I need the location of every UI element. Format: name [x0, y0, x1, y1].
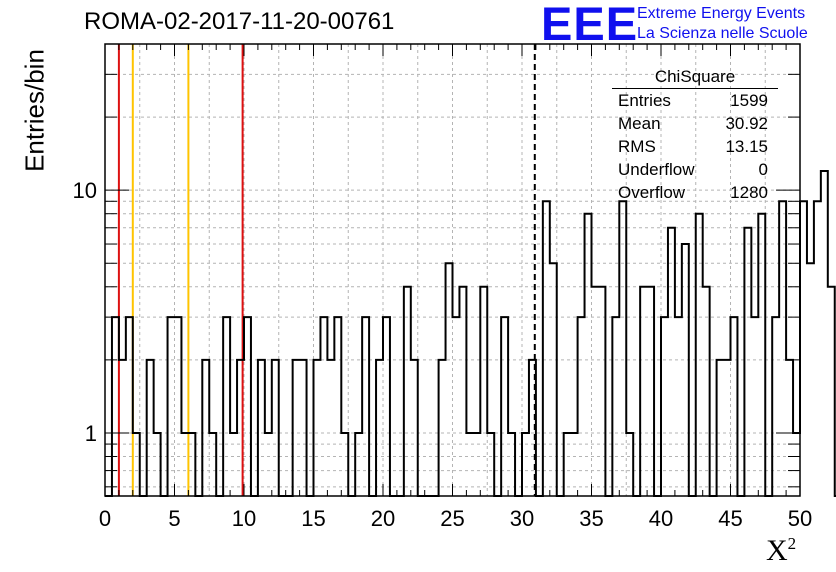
stats-label: Entries [618, 91, 671, 110]
x-tick-label: 35 [579, 506, 603, 531]
stats-row-overflow: Overflow 1280 [612, 181, 778, 204]
stats-value: 30.92 [725, 114, 768, 133]
stats-value: 1599 [730, 91, 768, 110]
x-axis-label: X2 [766, 534, 797, 567]
x-tick-label: 50 [788, 506, 812, 531]
plot-title: ROMA-02-2017-11-20-00761 [84, 8, 395, 35]
logo-line-1: Extreme Energy Events [637, 5, 806, 22]
stats-row-mean: Mean 30.92 [612, 112, 778, 135]
stats-row-underflow: Underflow 0 [612, 158, 778, 181]
stats-label: Overflow [618, 183, 686, 202]
logo-caption: Extreme Energy Events La Scienza nelle S… [637, 4, 808, 44]
y-axis-label: Entries/bin [19, 49, 50, 172]
eee-logo: EEE [541, 0, 639, 50]
stats-value: 0 [758, 160, 768, 179]
x-tick-label: 0 [99, 506, 111, 531]
stats-box: ChiSquare Entries 1599 Mean 30.92 RMS 13.15… [612, 67, 778, 204]
x-tick-label: 10 [232, 506, 256, 531]
histogram-series [105, 169, 836, 497]
x-tick-label: 45 [718, 506, 742, 531]
stats-row-entries: Entries 1599 [612, 89, 778, 112]
x-tick-label: 40 [649, 506, 673, 531]
x-tick-label: 30 [510, 506, 534, 531]
stats-value: 1280 [730, 183, 768, 202]
x-tick-label: 20 [371, 506, 395, 531]
stats-value: 13.15 [725, 137, 768, 156]
x-tick-label: 15 [301, 506, 325, 531]
stats-label: RMS [618, 137, 656, 156]
y-tick-label: 1 [85, 421, 97, 446]
stats-label: Underflow [618, 160, 695, 179]
stats-row-rms: RMS 13.15 [612, 135, 778, 158]
y-tick-label: 10 [73, 178, 97, 203]
stats-title: ChiSquare [612, 67, 778, 89]
x-tick-label: 25 [440, 506, 464, 531]
stats-label: Mean [618, 114, 661, 133]
logo-line-2: La Scienza nelle Scuole [637, 25, 808, 42]
x-tick-label: 5 [168, 506, 180, 531]
